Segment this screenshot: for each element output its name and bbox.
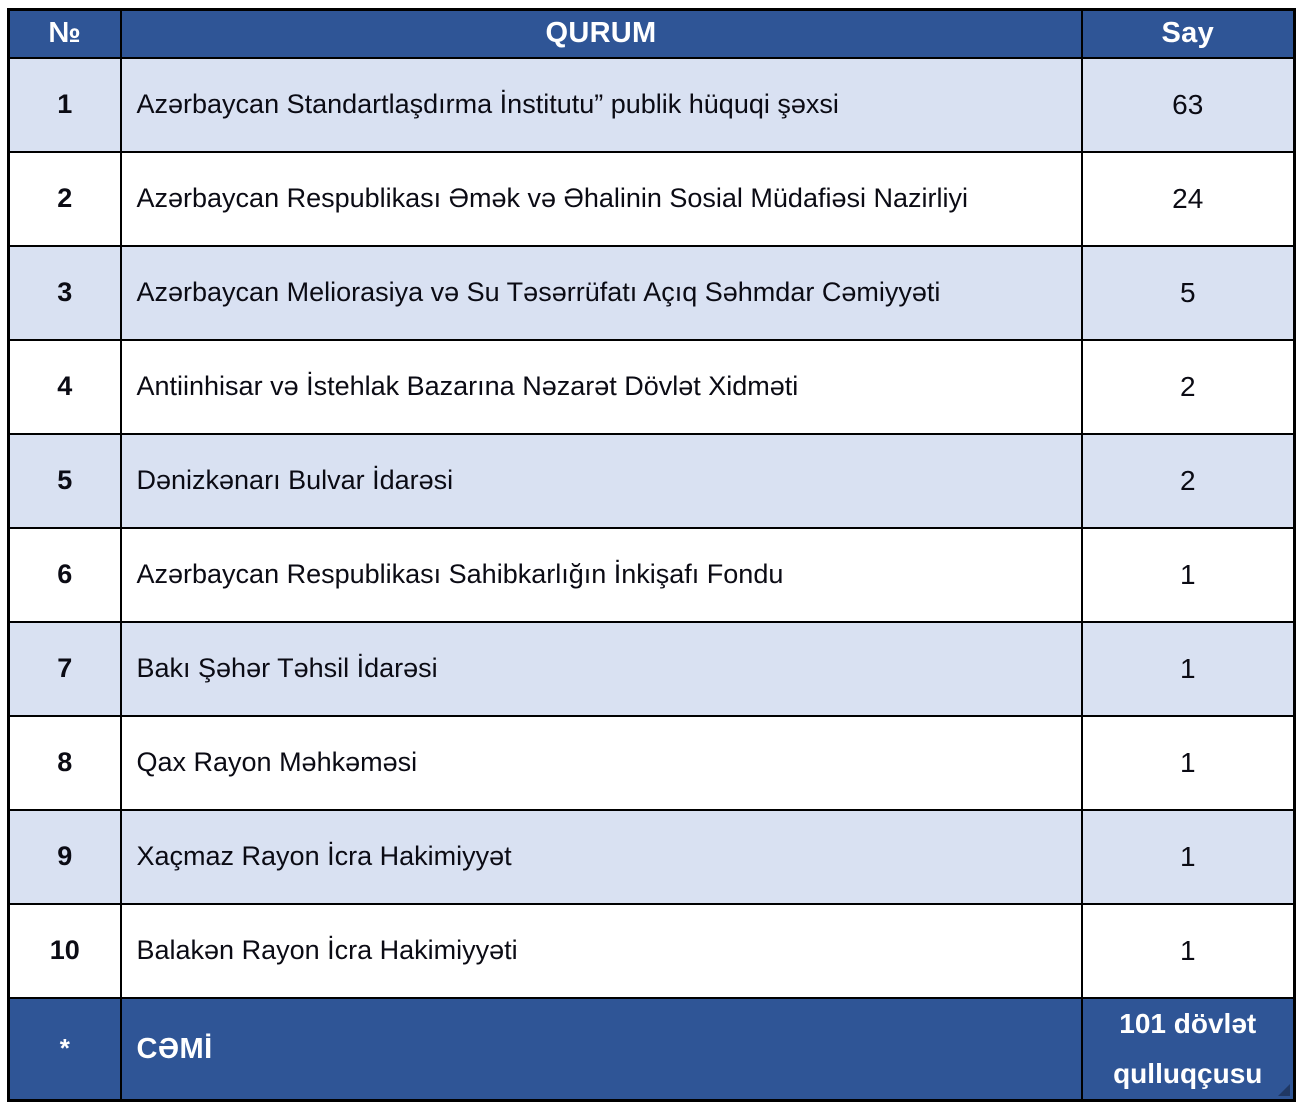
count-cell: 2 xyxy=(1080,338,1296,435)
table-row: 5 Dənizkənarı Bulvar İdarəsi 2 xyxy=(7,432,1296,529)
row-number-cell: 2 xyxy=(7,150,122,247)
row-number-cell: 4 xyxy=(7,338,122,435)
column-header-no: № xyxy=(7,8,122,59)
row-number-cell: 8 xyxy=(7,714,122,811)
cell-corner-marker xyxy=(1278,1084,1290,1097)
column-header-qurum: QURUM xyxy=(119,8,1083,59)
count-cell: 2 xyxy=(1080,432,1296,529)
count-cell: 63 xyxy=(1080,56,1296,153)
institution-name-cell: Bakı Şəhər Təhsil İdarəsi xyxy=(119,620,1083,717)
institution-name-cell: Dənizkənarı Bulvar İdarəsi xyxy=(119,432,1083,529)
table-row: 3 Azərbaycan Meliorasiya və Su Təsərrüfat… xyxy=(7,244,1296,341)
institution-name-cell: Qax Rayon Məhkəməsi xyxy=(119,714,1083,811)
institution-name-cell: Azərbaycan Respublikası Əmək və Əhalinin… xyxy=(119,150,1083,247)
table-body: 1 Azərbaycan Standartlaşdırma İnstitutu” … xyxy=(7,56,1296,999)
count-cell: 24 xyxy=(1080,150,1296,247)
count-cell: 1 xyxy=(1080,808,1296,905)
institution-name-cell: Azərbaycan Meliorasiya və Su Təsərrüfatı… xyxy=(119,244,1083,341)
table-row: 8 Qax Rayon Məhkəməsi 1 xyxy=(7,714,1296,811)
total-value: 101 dövlət qulluqçusu xyxy=(1080,996,1296,1102)
total-value-text: 101 dövlət qulluqçusu xyxy=(1113,1007,1263,1089)
count-cell: 5 xyxy=(1080,244,1296,341)
institution-name-cell: Balakən Rayon İcra Hakimiyyəti xyxy=(119,902,1083,999)
total-row-marker: * xyxy=(7,996,122,1102)
institution-name-cell: Azərbaycan Respublikası Sahibkarlığın İn… xyxy=(119,526,1083,623)
table-row: 10 Balakən Rayon İcra Hakimiyyəti 1 xyxy=(7,902,1296,999)
row-number-cell: 1 xyxy=(7,56,122,153)
institution-name-cell: Antiinhisar və İstehlak Bazarına Nəzarət… xyxy=(119,338,1083,435)
total-row: * CƏMİ 101 dövlət qulluqçusu xyxy=(7,996,1296,1102)
table-row: 6 Azərbaycan Respublikası Sahibkarlığın İ… xyxy=(7,526,1296,623)
row-number-cell: 6 xyxy=(7,526,122,623)
total-label: CƏMİ xyxy=(119,996,1083,1102)
row-number-cell: 10 xyxy=(7,902,122,999)
row-number-cell: 5 xyxy=(7,432,122,529)
institutions-count-table: № QURUM Say 1 Azərbaycan Standartlaşdırma… xyxy=(7,8,1296,1103)
count-cell: 1 xyxy=(1080,620,1296,717)
header-row: № QURUM Say xyxy=(7,8,1296,59)
table-row: 2 Azərbaycan Respublikası Əmək və Əhalini… xyxy=(7,150,1296,247)
table-row: 1 Azərbaycan Standartlaşdırma İnstitutu” … xyxy=(7,56,1296,153)
table-row: 9 Xaçmaz Rayon İcra Hakimiyyət 1 xyxy=(7,808,1296,905)
column-header-say: Say xyxy=(1080,8,1296,59)
table-header: № QURUM Say xyxy=(7,8,1296,59)
table-row: 4 Antiinhisar və İstehlak Bazarına Nəzarə… xyxy=(7,338,1296,435)
table-row: 7 Bakı Şəhər Təhsil İdarəsi 1 xyxy=(7,620,1296,717)
count-cell: 1 xyxy=(1080,902,1296,999)
table-footer: * CƏMİ 101 dövlət qulluqçusu xyxy=(7,996,1296,1102)
count-cell: 1 xyxy=(1080,526,1296,623)
institution-name-cell: Xaçmaz Rayon İcra Hakimiyyət xyxy=(119,808,1083,905)
row-number-cell: 3 xyxy=(7,244,122,341)
count-cell: 1 xyxy=(1080,714,1296,811)
row-number-cell: 7 xyxy=(7,620,122,717)
institution-name-cell: Azərbaycan Standartlaşdırma İnstitutu” p… xyxy=(119,56,1083,153)
row-number-cell: 9 xyxy=(7,808,122,905)
